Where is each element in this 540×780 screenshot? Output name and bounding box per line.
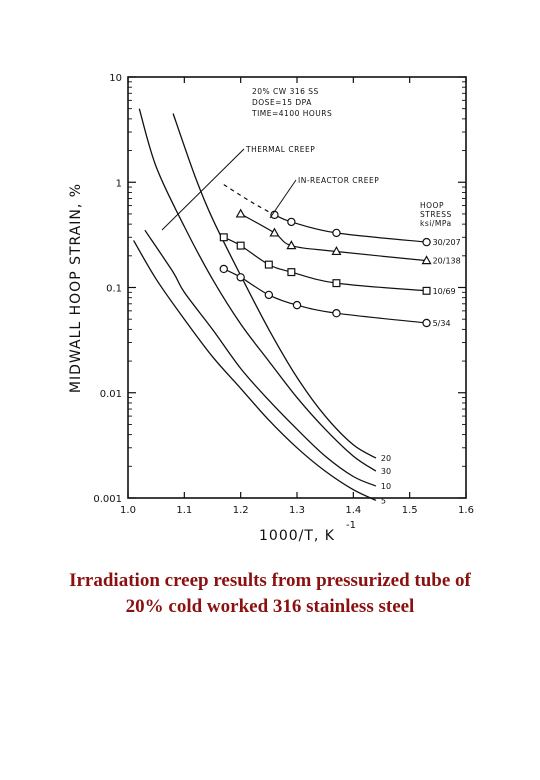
x-tick-label: 1.2 [233, 505, 249, 516]
y-tick-label: 0.001 [93, 494, 122, 505]
data-point-circle [287, 217, 296, 227]
y-tick-label: 10 [109, 73, 122, 84]
condition-line-1: 20% CW 316 SS [252, 87, 319, 96]
y-tick-label: 1 [116, 178, 122, 189]
thermal-curve-label-10: 10 [381, 482, 391, 491]
plot-labels: 30 20 10 5 30/207 20/138 10/69 5/34 20% CW 316 S… [161, 87, 461, 505]
x-axis-exponent: -1 [346, 520, 356, 531]
data-point-triangle [235, 208, 246, 218]
in-reactor-curve-2 [223, 236, 427, 292]
in-reactor-curve-3 [223, 268, 427, 324]
caption-line-1: Irradiation creep results from pressuriz… [69, 570, 471, 591]
in-reactor-dashed-extension [223, 184, 275, 216]
data-point-circle [332, 228, 341, 238]
y-tick-label: 0.1 [106, 284, 122, 295]
hoop-stress-header-1: HOOP [420, 201, 444, 210]
condition-line-2: DOSE=15 DPA [252, 98, 312, 107]
x-tick-label: 1.1 [176, 505, 192, 516]
data-point-square [264, 260, 273, 269]
plot-axes: 1.0 1.1 1.2 1.3 1.4 1.5 1.6 0.001 0.01 0.1 1 10 1000… [68, 73, 474, 544]
thermal-creep-curve-10 [144, 229, 377, 487]
stress-label: 30/207 [433, 238, 461, 247]
data-point-triangle [331, 246, 342, 256]
in-reactor-creep-leader [269, 179, 297, 219]
caption-line-2: 20% cold worked 316 stainless steel [125, 596, 415, 617]
hoop-stress-header-3: ksi/MPa [420, 219, 452, 228]
data-point-circle [292, 300, 302, 310]
thermal-creep-label: THERMAL CREEP [245, 145, 315, 154]
data-point-circle [422, 237, 431, 247]
stress-label: 5/34 [433, 319, 451, 328]
creep-chart: 1.0 1.1 1.2 1.3 1.4 1.5 1.6 0.001 0.01 0.1 1 10 1000… [68, 73, 474, 544]
stress-label: 20/138 [433, 257, 461, 266]
in-reactor-creep-label: IN-REACTOR CREEP [298, 176, 379, 185]
x-tick-label: 1.6 [458, 505, 474, 516]
thermal-creep-leader [161, 148, 245, 231]
in-reactor-curve-0 [274, 214, 427, 243]
x-tick-label: 1.5 [402, 505, 418, 516]
x-tick-label: 1.3 [289, 505, 305, 516]
stress-label: 10/69 [433, 287, 456, 296]
y-tick-label: 0.01 [100, 389, 122, 400]
thermal-creep-curve-20 [172, 113, 377, 459]
hoop-stress-header-2: STRESS [420, 210, 452, 219]
data-point-square [287, 268, 296, 277]
data-point-circle [236, 273, 245, 282]
thermal-creep-curve-30 [138, 108, 377, 472]
condition-line-3: TIME=4100 HOURS [251, 109, 332, 118]
thermal-creep-curve-5 [133, 240, 377, 501]
thermal-curve-label-20: 20 [381, 454, 391, 463]
thermal-curve-label-30: 30 [381, 467, 391, 476]
data-point-triangle [286, 240, 297, 250]
data-point-circle [332, 308, 341, 318]
data-point-circle [264, 290, 274, 300]
y-axis-title: MIDWALL HOOP STRAIN, % [68, 183, 84, 393]
data-point-triangle [421, 255, 432, 265]
data-point-square [332, 279, 341, 288]
data-point-square [422, 286, 431, 295]
data-point-square [236, 241, 245, 250]
data-point-circle [219, 264, 228, 274]
x-tick-label: 1.4 [345, 505, 361, 516]
figure-caption: Irradiation creep results from pressuriz… [0, 568, 540, 620]
data-point-square [219, 233, 228, 242]
plot-series [133, 108, 432, 501]
plot-frame [127, 76, 467, 499]
x-tick-label: 1.0 [120, 505, 136, 516]
data-point-triangle [269, 227, 280, 237]
x-axis-title: 1000/T, K [259, 528, 335, 544]
data-point-circle [422, 318, 431, 328]
thermal-curve-label-5: 5 [381, 496, 386, 505]
